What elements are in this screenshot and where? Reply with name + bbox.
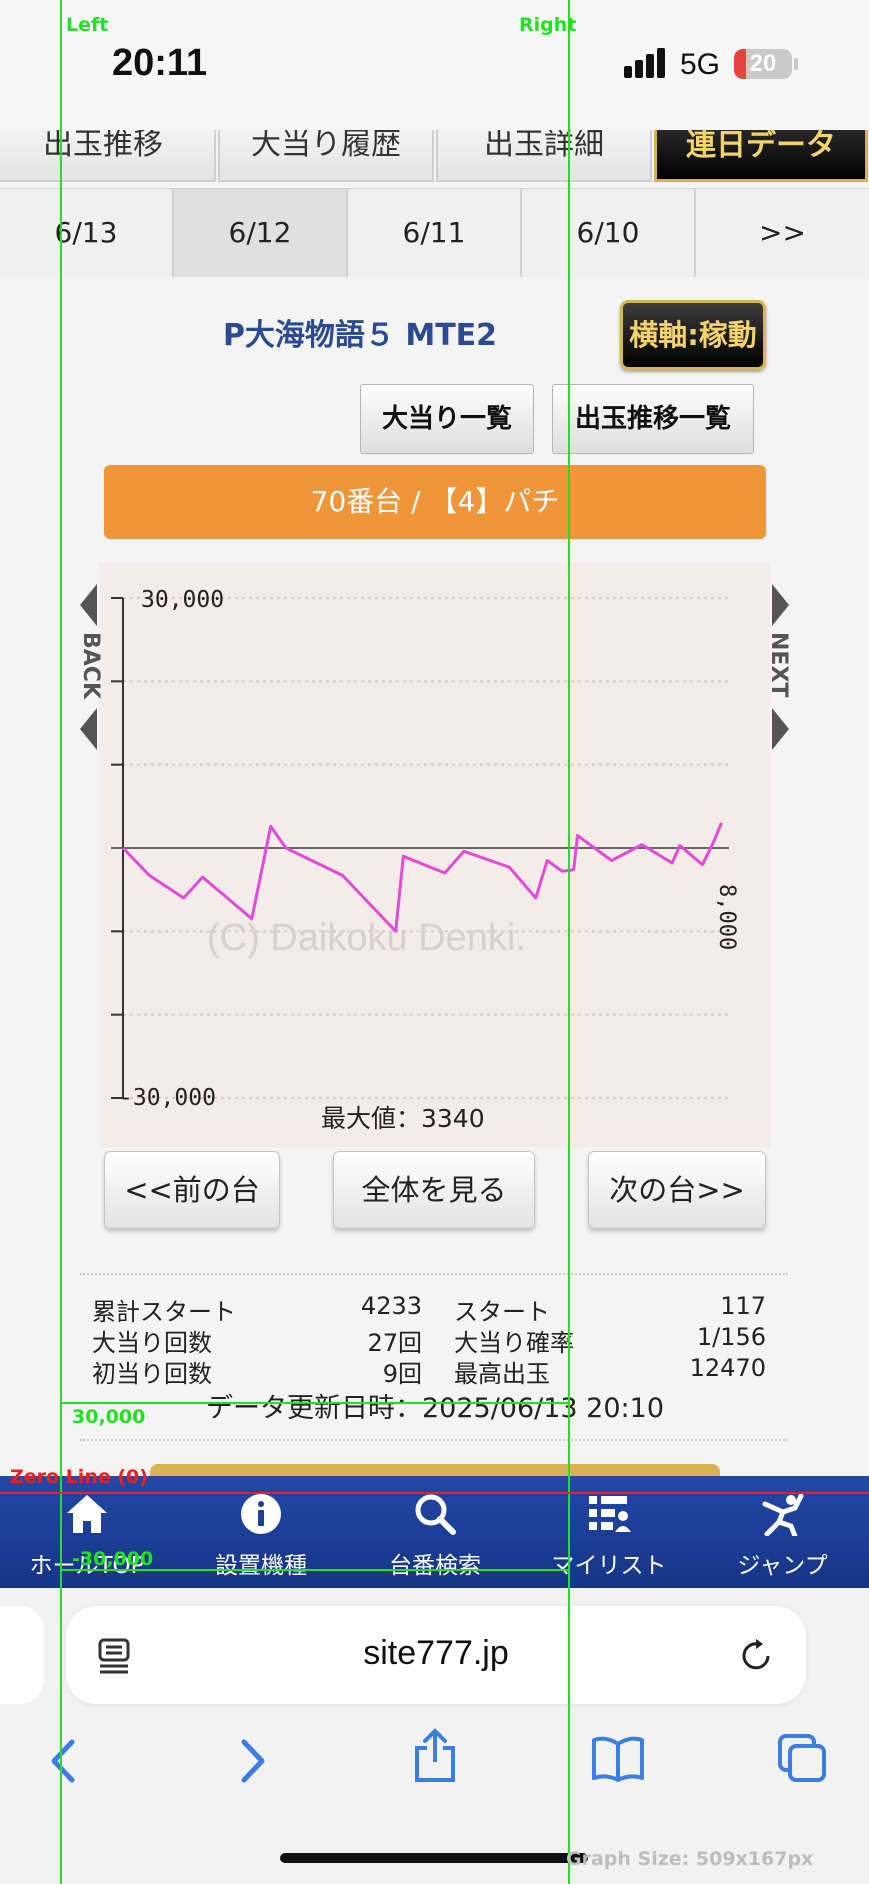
bookmarks-icon[interactable] (590, 1734, 646, 1784)
search-icon (415, 1494, 456, 1535)
overlay-left-label: Left (66, 14, 109, 36)
back-label[interactable]: BACK (78, 632, 103, 699)
payout-chart: (C) Daikoku Denki. 30,000 -30,000 8,000 … (99, 562, 770, 1147)
forward-icon[interactable] (232, 1736, 272, 1786)
stat-label: 累計スタート (92, 1298, 236, 1326)
home-indicator (280, 1853, 588, 1863)
right-guide-line (568, 0, 570, 1884)
browser-toolbar: site777.jp (0, 1588, 869, 1884)
date-tab[interactable]: 6/10 (522, 189, 696, 277)
back-icon[interactable] (44, 1736, 84, 1786)
stat-value: 12470 (689, 1354, 766, 1382)
battery-level: 20 (749, 50, 777, 77)
info-icon (241, 1494, 281, 1534)
x-max-label: 8,000 (714, 884, 739, 950)
stat-label: 大当り回数 (92, 1329, 212, 1357)
main-tabs: 出玉推移 大当り履歴 出玉詳細 連日データ (0, 130, 869, 182)
list-icon (589, 1496, 631, 1532)
back-arrow-icon[interactable] (80, 708, 97, 750)
jump-icon (762, 1493, 803, 1536)
top-guide-line (60, 1402, 570, 1404)
next-arrow-icon[interactable] (772, 584, 789, 626)
zero-guide-line (0, 1492, 869, 1494)
signal-icon (624, 48, 668, 78)
view-all-button[interactable]: 全体を見る (333, 1151, 535, 1229)
overlay-graph-size: Graph Size: 509x167px (566, 1848, 814, 1870)
stats-row: 累計スタート 4233 スタート 117 (92, 1292, 782, 1326)
tab-jackpot-history[interactable]: 大当り履歴 (218, 130, 434, 182)
chart-grid (111, 597, 729, 1099)
y-tick-label-bottom: -30,000 (119, 1085, 216, 1111)
next-arrow-icon[interactable] (772, 708, 789, 750)
stats-row: 大当り回数 27回 大当り確率 1/156 (92, 1323, 782, 1357)
nav-label: マイリスト (551, 1553, 667, 1579)
date-tab-more[interactable]: >> (696, 189, 869, 277)
stat-value: 4233 (360, 1292, 422, 1320)
nav-jump[interactable]: ジャンプ (696, 1476, 869, 1588)
machine-number-banner: 70番台 / 【4】パチ (104, 465, 766, 539)
gold-banner-edge (150, 1464, 720, 1478)
axis-toggle-button[interactable]: 横軸:稼動 (620, 300, 766, 370)
stats-row: 初当り回数 9回 最高出玉 12470 (92, 1354, 782, 1388)
date-tab[interactable]: 6/11 (348, 189, 522, 277)
overlay-right-label: Right (519, 14, 577, 36)
stat-value: 1/156 (696, 1323, 766, 1351)
reader-icon[interactable] (96, 1636, 136, 1676)
status-time: 20:11 (112, 42, 208, 84)
stat-label: 大当り確率 (454, 1329, 574, 1357)
back-arrow-icon[interactable] (80, 584, 97, 626)
date-tab-selected[interactable]: 6/12 (174, 189, 348, 277)
nav-number-search[interactable]: 台番検索 (348, 1476, 522, 1588)
tab-payout-detail[interactable]: 出玉詳細 (436, 130, 652, 182)
nav-label: ジャンプ (737, 1553, 828, 1579)
url-text: site777.jp (363, 1634, 509, 1672)
nav-label: 設置機種 (215, 1553, 307, 1579)
bottom-guide-line (60, 1569, 570, 1571)
stat-value: 9回 (382, 1360, 422, 1388)
nav-hall-top[interactable]: ホールTOP (0, 1476, 174, 1588)
address-bar[interactable]: site777.jp (66, 1606, 806, 1704)
stat-value: 117 (720, 1292, 766, 1320)
status-bar: 20:11 5G 20 (0, 0, 869, 130)
chart-series-line (121, 822, 723, 933)
stat-label: 最高出玉 (454, 1360, 550, 1388)
payout-list-button[interactable]: 出玉推移一覧 (552, 384, 754, 454)
previous-tab-preview[interactable] (0, 1606, 44, 1704)
chart-max-value: 最大値：3340 (321, 1104, 485, 1133)
date-tabs: 6/13 6/12 6/11 6/10 >> (0, 188, 869, 277)
overlay-bottom-value: -30,000 (72, 1548, 154, 1570)
stat-label: スタート (454, 1298, 550, 1326)
y-tick-label-top: 30,000 (141, 587, 224, 613)
reload-icon[interactable] (736, 1636, 776, 1676)
stat-value: 27回 (367, 1329, 422, 1357)
prev-machine-button[interactable]: <<前の台 (104, 1151, 280, 1229)
overlay-top-value: 30,000 (72, 1406, 146, 1428)
tab-daily-data[interactable]: 連日データ (654, 130, 868, 182)
left-guide-line (60, 0, 62, 1884)
stats-table: 累計スタート 4233 スタート 117 大当り回数 27回 大当り確率 1/1… (92, 1292, 782, 1388)
overlay-zero-label: Zero Line (0) (10, 1466, 148, 1488)
battery-icon: 20 (734, 49, 792, 79)
jackpot-list-button[interactable]: 大当り一覧 (360, 384, 534, 454)
chart-watermark: (C) Daikoku Denki. (207, 917, 526, 959)
date-tab[interactable]: 6/13 (0, 189, 174, 277)
divider (80, 1273, 788, 1275)
nav-label: ホールTOP (29, 1553, 145, 1579)
tab-payout-trend[interactable]: 出玉推移 (0, 130, 216, 182)
next-label[interactable]: NEXT (766, 632, 791, 698)
model-name: P大海物語５ MTE2 (222, 318, 498, 353)
next-machine-button[interactable]: 次の台>> (588, 1151, 766, 1229)
nav-my-list[interactable]: マイリスト (522, 1476, 696, 1588)
home-icon (67, 1495, 107, 1533)
stat-label: 初当り回数 (92, 1360, 212, 1388)
nav-machines[interactable]: 設置機種 (174, 1476, 348, 1588)
data-updated-time: データ更新日時：2025/06/13 20:10 (205, 1393, 664, 1424)
tabs-icon[interactable] (776, 1732, 830, 1786)
network-type: 5G (680, 48, 721, 81)
share-icon[interactable] (410, 1728, 460, 1784)
divider (80, 1439, 788, 1441)
nav-label: 台番検索 (389, 1553, 481, 1579)
chart-svg: (C) Daikoku Denki. 30,000 -30,000 8,000 … (111, 587, 739, 1133)
